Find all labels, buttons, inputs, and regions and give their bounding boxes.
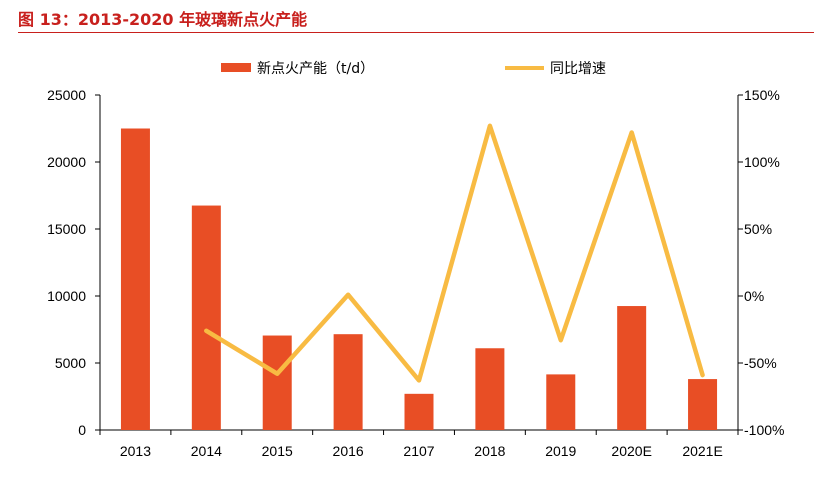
- y-left-tick-label: 20000: [47, 154, 86, 170]
- title-divider: [18, 32, 814, 33]
- x-tick-label: 2021E: [682, 443, 722, 459]
- x-tick-label: 2020E: [611, 443, 651, 459]
- x-tick-label: 2019: [545, 443, 576, 459]
- figure-title: 图 13：2013-2020 年玻璃新点火产能: [18, 10, 308, 29]
- bar: [191, 205, 221, 430]
- x-tick-label: 2014: [191, 443, 222, 459]
- y-right-tick-label: -50%: [744, 355, 777, 371]
- legend-swatch-bar: [221, 63, 251, 72]
- legend-label-line: 同比增速: [550, 61, 606, 77]
- bar: [262, 335, 292, 430]
- line-series: [204, 123, 705, 383]
- y-right-tick-label: 0%: [744, 288, 764, 304]
- legend: 新点火产能（t/d） 同比增速: [221, 61, 606, 77]
- bar: [333, 334, 363, 430]
- y-left-tick-label: 15000: [47, 221, 86, 237]
- y-right-tick-label: 100%: [744, 154, 780, 170]
- bar: [475, 348, 505, 430]
- y-left-tick-label: 0: [78, 422, 86, 438]
- y-left-tick-label: 5000: [55, 355, 86, 371]
- y-right-tick-label: 150%: [744, 87, 780, 103]
- bar-series: [120, 128, 718, 430]
- y-right-tick-label: 50%: [744, 221, 772, 237]
- y-left-tick-label: 25000: [47, 87, 86, 103]
- bar: [546, 374, 576, 430]
- x-tick-label: 2107: [403, 443, 434, 459]
- bar: [404, 393, 434, 430]
- bar: [120, 128, 150, 430]
- x-tick-label: 2016: [333, 443, 364, 459]
- growth-line: [204, 123, 705, 383]
- x-tick-label: 2015: [262, 443, 293, 459]
- y-left-tick-label: 10000: [47, 288, 86, 304]
- bar: [688, 379, 718, 430]
- legend-label-bar: 新点火产能（t/d）: [257, 61, 374, 77]
- y-right-tick-label: -100%: [744, 422, 784, 438]
- x-tick-label: 2018: [474, 443, 505, 459]
- bar: [617, 306, 647, 430]
- x-tick-label: 2013: [120, 443, 151, 459]
